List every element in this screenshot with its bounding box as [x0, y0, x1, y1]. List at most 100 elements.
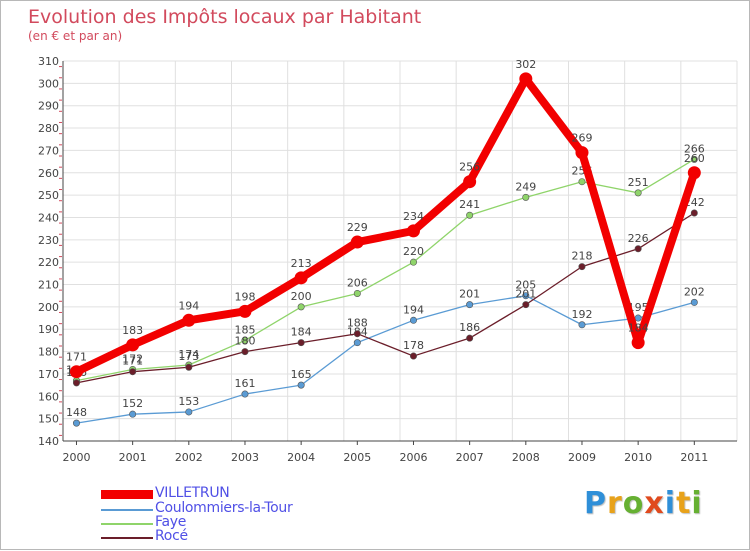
y-tick-label-170: 170 — [38, 368, 59, 381]
point-faye-2006 — [409, 258, 417, 266]
data-label-coulommiers-la-tour-2004: 165 — [291, 368, 312, 381]
point-faye-2005 — [353, 289, 361, 297]
data-label-coulommiers-la-tour-2008: 205 — [515, 279, 536, 292]
point-roce-2003 — [241, 348, 249, 356]
data-label-villetrun-2001: 183 — [122, 324, 143, 337]
series-line-faye — [75, 158, 695, 382]
point-roce-2006 — [409, 352, 417, 360]
y-tick-label-290: 290 — [38, 100, 59, 113]
data-label-villetrun-2005: 229 — [347, 221, 368, 234]
point-roce-2010 — [634, 245, 642, 253]
point-coulommiers-la-tour-2007 — [466, 301, 474, 309]
series-line-roce — [75, 212, 695, 384]
data-label-coulommiers-la-tour-2001: 152 — [122, 397, 143, 410]
data-label-villetrun-2004: 213 — [291, 257, 312, 270]
data-label-roce-2010: 226 — [628, 232, 649, 245]
x-tick-label-2003: 2003 — [231, 451, 259, 464]
data-label-coulommiers-la-tour-2009: 192 — [571, 308, 592, 321]
data-label-villetrun-2002: 194 — [178, 299, 199, 312]
point-faye-2004 — [297, 303, 305, 311]
legend-swatch-villetrun — [101, 490, 153, 499]
y-tick-label-230: 230 — [38, 234, 59, 247]
logo-letter: t — [676, 486, 692, 521]
data-label-faye-2001: 172 — [122, 352, 143, 365]
data-label-roce-2007: 186 — [459, 321, 480, 334]
x-tick-label-2007: 2007 — [456, 451, 484, 464]
point-coulommiers-la-tour-2003 — [241, 390, 249, 398]
point-faye-2009 — [578, 178, 586, 186]
data-label-coulommiers-la-tour-2007: 201 — [459, 288, 480, 301]
point-villetrun-2005 — [350, 235, 364, 249]
point-coulommiers-la-tour-2000 — [72, 419, 80, 427]
data-label-villetrun-2008: 302 — [515, 58, 536, 71]
point-faye-2003 — [241, 336, 249, 344]
y-tick-label-270: 270 — [38, 144, 59, 157]
point-villetrun-2011 — [687, 166, 701, 180]
logo-letter: i — [691, 486, 703, 521]
x-tick-label-2004: 2004 — [287, 451, 315, 464]
data-label-roce-2004: 184 — [291, 326, 312, 339]
data-label-coulommiers-la-tour-2000: 148 — [66, 406, 87, 419]
point-roce-2002 — [185, 363, 193, 371]
x-tick-label-2010: 2010 — [624, 451, 652, 464]
point-faye-2007 — [466, 211, 474, 219]
data-label-villetrun-2006: 234 — [403, 210, 424, 223]
point-faye-2008 — [522, 193, 530, 201]
point-roce-2009 — [578, 263, 586, 271]
point-roce-2011 — [690, 209, 698, 217]
y-tick-label-310: 310 — [38, 55, 59, 68]
y-tick-label-300: 300 — [38, 77, 59, 90]
point-coulommiers-la-tour-2006 — [409, 316, 417, 324]
logo-letter: P — [584, 486, 607, 521]
point-villetrun-2003 — [238, 304, 252, 318]
data-label-faye-2011: 266 — [684, 142, 705, 155]
logo-letter: i — [664, 486, 677, 521]
point-villetrun-2000 — [69, 365, 83, 379]
data-label-roce-2005: 188 — [347, 317, 368, 330]
x-tick-label-2001: 2001 — [119, 451, 147, 464]
point-roce-2000 — [72, 379, 80, 387]
data-label-roce-2009: 218 — [571, 250, 592, 263]
chart-subtitle: (en € et par an) — [28, 29, 123, 43]
y-tick-label-280: 280 — [38, 122, 59, 135]
point-villetrun-2010 — [631, 336, 645, 350]
legend-swatch-faye — [101, 523, 153, 525]
point-coulommiers-la-tour-2001 — [129, 410, 137, 418]
data-label-faye-2005: 206 — [347, 276, 368, 289]
logo-letter: x — [644, 486, 665, 521]
series-line-coulommiers-la-tour — [75, 295, 695, 424]
legend-label-coulommiers-la-tour: Coulommiers-la-Tour — [155, 500, 293, 516]
x-tick-label-2002: 2002 — [175, 451, 203, 464]
x-tick-label-2005: 2005 — [343, 451, 371, 464]
point-villetrun-2002 — [182, 313, 196, 327]
point-roce-2004 — [297, 339, 305, 347]
x-tick-label-2009: 2009 — [568, 451, 596, 464]
point-villetrun-2006 — [406, 224, 420, 238]
data-label-faye-2006: 220 — [403, 245, 424, 258]
legend-label-villetrun: VILLETRUN — [155, 485, 230, 501]
data-label-coulommiers-la-tour-2011: 202 — [684, 285, 705, 298]
data-label-roce-2006: 178 — [403, 339, 424, 352]
data-label-roce-2001: 171 — [122, 355, 143, 368]
data-label-roce-2008: 201 — [515, 288, 536, 301]
point-coulommiers-la-tour-2010 — [634, 314, 642, 322]
y-tick-label-160: 160 — [38, 390, 59, 403]
legend-label-faye: Faye — [155, 514, 187, 530]
point-roce-2001 — [129, 368, 137, 376]
point-coulommiers-la-tour-2004 — [297, 381, 305, 389]
y-tick-label-190: 190 — [38, 323, 59, 336]
y-tick-label-200: 200 — [38, 301, 59, 314]
data-label-villetrun-2007: 256 — [459, 161, 480, 174]
point-faye-2011 — [690, 155, 698, 163]
y-tick-label-240: 240 — [38, 211, 59, 224]
data-label-villetrun-2011: 260 — [684, 152, 705, 165]
y-tick-label-150: 150 — [38, 413, 59, 426]
data-label-villetrun-2003: 198 — [234, 290, 255, 303]
x-tick-label-2000: 2000 — [62, 451, 90, 464]
data-label-faye-2010: 251 — [628, 176, 649, 189]
data-label-coulommiers-la-tour-2003: 161 — [234, 377, 255, 390]
y-tick-label-250: 250 — [38, 189, 59, 202]
data-label-roce-2003: 180 — [234, 335, 255, 348]
